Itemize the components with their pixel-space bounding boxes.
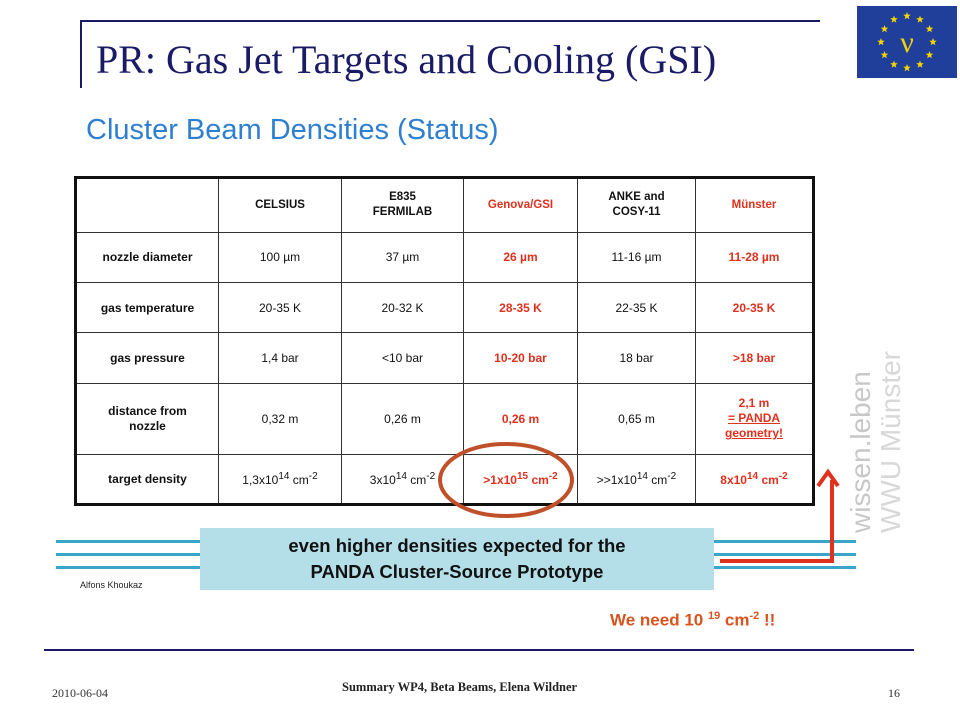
flag-star-icon	[880, 25, 889, 33]
column-header: CELSIUS	[218, 177, 342, 233]
table-cell: >1x1015 cm-2	[463, 453, 578, 505]
wwu-watermark: wissen.leben WWU Münster	[845, 351, 906, 534]
table-cell: >>1x1014 cm-2	[577, 453, 696, 505]
flag-star-icon	[929, 38, 937, 46]
table-cell: 8x1014 cm-2	[695, 453, 814, 505]
svg-text:wissen.leben: wissen.leben	[845, 371, 876, 534]
table-cell: <10 bar	[341, 332, 464, 384]
flag-star-icon	[925, 51, 934, 59]
table-cell: 20-32 K	[341, 281, 464, 334]
column-header: Münster	[695, 177, 814, 233]
table-cell: >18 bar	[695, 332, 814, 384]
cluster-density-table: CELSIUS E835 FERMILAB Genova/GSI ANKE and…	[74, 176, 815, 506]
row-label: distance from nozzle	[75, 382, 219, 455]
slide-title: PR: Gas Jet Targets and Cooling (GSI)	[96, 37, 717, 82]
banner-line-2: PANDA Cluster-Source Prototype	[310, 561, 604, 582]
table-row: gas pressure 1,4 bar <10 bar 10-20 bar 1…	[75, 332, 814, 384]
author-credit: Alfons Khoukaz	[80, 580, 143, 590]
table-cell: 18 bar	[577, 332, 696, 384]
footer-rule	[44, 649, 914, 651]
table-row: nozzle diameter 100 µm 37 µm 26 µm 11-16…	[75, 231, 814, 283]
flag-star-icon	[890, 60, 898, 68]
svg-text:WWU Münster: WWU Münster	[875, 351, 906, 533]
table-cell: 0,32 m	[218, 382, 342, 455]
table-row: distance from nozzle 0,32 m 0,26 m 0,26 m…	[75, 382, 814, 455]
eu-flag-logo: ν	[857, 6, 957, 78]
table-cell: 28-35 K	[463, 281, 578, 334]
flag-star-icon	[903, 64, 911, 72]
banner-line-1: even higher densities expected for the	[288, 535, 626, 556]
column-header: ANKE and COSY-11	[577, 177, 696, 233]
table-cell: 1,4 bar	[218, 332, 342, 384]
requirement-note: We need 10 19 cm-2 !!	[610, 610, 776, 630]
highlight-circle	[438, 442, 574, 518]
row-label: target density	[75, 453, 219, 505]
table-cell: 1,3x1014 cm-2	[218, 453, 342, 505]
footer-date: 2010-06-04	[52, 686, 108, 700]
table-row: gas temperature 20-35 K 20-32 K 28-35 K …	[75, 281, 814, 334]
flag-star-icon	[925, 25, 934, 33]
table-cell: 11-28 µm	[695, 231, 814, 283]
prototype-banner: even higher densities expected for the P…	[200, 528, 714, 590]
table-cell: 22-35 K	[577, 281, 696, 334]
flag-star-icon	[916, 15, 924, 23]
page-number: 16	[888, 686, 900, 700]
table-cell: 100 µm	[218, 231, 342, 283]
row-label: nozzle diameter	[75, 231, 219, 283]
footer-presentation-title: Summary WP4, Beta Beams, Elena Wildner	[342, 680, 578, 694]
arrow-icon	[720, 468, 840, 563]
svg-text:ν: ν	[900, 26, 914, 59]
flag-star-icon	[903, 12, 911, 20]
title-rule-left	[80, 20, 82, 88]
column-header: E835 FERMILAB	[341, 177, 464, 233]
table-header-row: CELSIUS E835 FERMILAB Genova/GSI ANKE and…	[75, 177, 814, 233]
table-cell: 20-35 K	[695, 281, 814, 334]
flag-star-icon	[916, 60, 924, 68]
table-cell: 20-35 K	[218, 281, 342, 334]
table-heading: Cluster Beam Densities (Status)	[86, 114, 499, 146]
title-rule	[80, 20, 820, 22]
table-row: target density 1,3x1014 cm-2 3x1014 cm-2…	[75, 453, 814, 505]
flag-star-icon	[890, 15, 898, 23]
column-header: Genova/GSI	[463, 177, 578, 233]
table-cell: 0,65 m	[577, 382, 696, 455]
table-cell: 10-20 bar	[463, 332, 578, 384]
flag-star-icon	[880, 51, 889, 59]
row-label: gas pressure	[75, 332, 219, 384]
row-label: gas temperature	[75, 281, 219, 334]
table-cell: 26 µm	[463, 231, 578, 283]
flag-star-icon	[877, 38, 885, 46]
table-cell: 11-16 µm	[577, 231, 696, 283]
corner-cell	[75, 177, 219, 233]
table-cell: 2,1 m = PANDA geometry!	[695, 382, 814, 455]
table-cell: 37 µm	[341, 231, 464, 283]
table-cell: 3x1014 cm-2	[341, 453, 464, 505]
